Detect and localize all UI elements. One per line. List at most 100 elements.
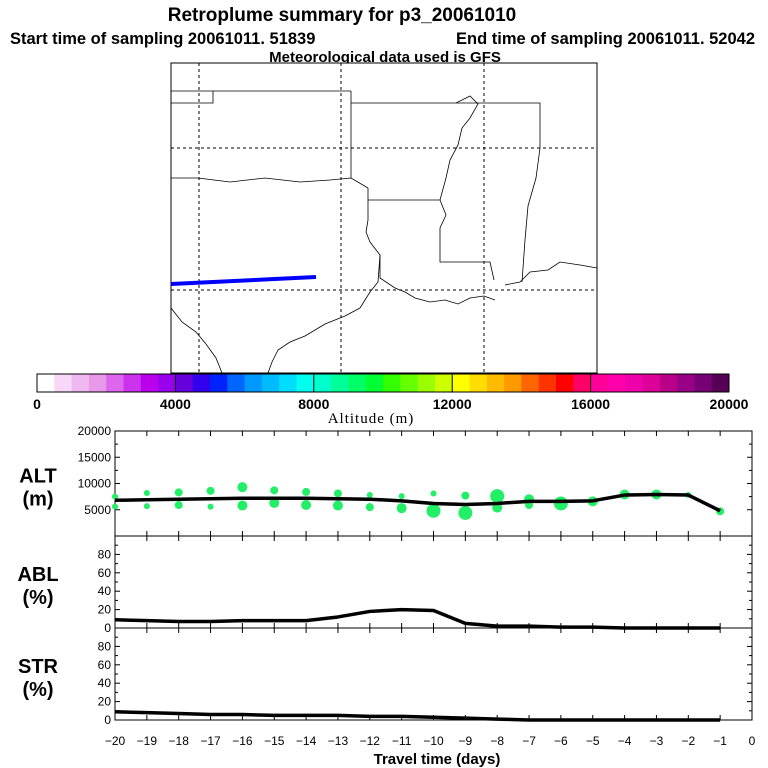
x-tick-label: −11 <box>392 734 412 748</box>
altitude-scatter-point <box>143 489 150 496</box>
altitude-scatter-point <box>270 486 279 495</box>
altitude-scatter-point <box>237 482 248 493</box>
colorbar-cell <box>227 374 246 392</box>
altitude-scatter-point <box>207 503 214 510</box>
colorbar-cell <box>54 374 73 392</box>
y-tick-label: 5000 <box>84 503 111 517</box>
x-tick-label: −17 <box>200 734 221 748</box>
x-tick-label: −20 <box>105 734 126 748</box>
altitude-scatter-point <box>396 503 407 514</box>
colorbar-cell <box>590 374 609 392</box>
x-tick-label: −16 <box>232 734 253 748</box>
y-tick-label: 80 <box>98 547 112 561</box>
altitude-scatter-point <box>112 503 118 510</box>
x-tick-label: 0 <box>749 734 756 748</box>
altitude-scatter-point <box>365 503 374 512</box>
colorbar-tick-label: 4000 <box>160 396 191 412</box>
colorbar-cell <box>469 374 488 392</box>
colorbar-cell <box>244 374 263 392</box>
colorbar-cell <box>521 374 540 392</box>
colorbar-cell <box>348 374 367 392</box>
x-tick-label: −18 <box>169 734 190 748</box>
panel-label: ABL <box>17 564 58 586</box>
x-tick-label: −9 <box>459 734 473 748</box>
figure-title: Retroplume summary for p3_20061010 <box>168 5 517 26</box>
altitude-scatter-point <box>269 497 280 508</box>
series-line-alt <box>114 492 721 513</box>
altitude-scatter-point <box>301 500 312 511</box>
altitude-colorbar: 0 4000 8000 12000 16000 20000 Altitude (m) <box>33 373 749 427</box>
altitude-scatter-point <box>237 500 248 511</box>
altitude-scatter-point <box>430 490 437 497</box>
x-tick-label: −3 <box>650 734 664 748</box>
altitude-scatter-point <box>302 487 311 496</box>
colorbar-cell <box>642 374 661 392</box>
x-tick-label: −19 <box>137 734 158 748</box>
colorbar-cells <box>37 374 730 392</box>
colorbar-ticks: 0 4000 8000 12000 16000 20000 <box>33 374 749 412</box>
altitude-scatter-point <box>333 489 342 498</box>
x-tick-label: −13 <box>328 734 349 748</box>
panel-abl: 0 20 40 60 80 ABL(%) <box>17 535 753 635</box>
panel-unit-label: (%) <box>22 587 53 609</box>
x-tick-label: −4 <box>618 734 632 748</box>
altitude-scatter-point <box>143 503 150 510</box>
panel-label: STR <box>18 656 59 678</box>
altitude-scatter-point <box>398 493 405 500</box>
y-tick-label: 15000 <box>78 450 112 464</box>
altitude-scatter-point <box>366 492 373 499</box>
panel-frame <box>114 535 753 629</box>
series-line-abl <box>114 607 721 630</box>
x-tick-label: −5 <box>586 734 600 748</box>
colorbar-cell <box>417 374 436 392</box>
trajectory-map <box>170 62 598 374</box>
colorbar-tick-label: 8000 <box>298 396 329 412</box>
y-tick-label: 20000 <box>78 424 112 438</box>
colorbar-cell <box>556 374 574 392</box>
colorbar-cell <box>711 374 730 392</box>
colorbar-cell <box>158 374 176 392</box>
altitude-scatter-point <box>174 501 183 510</box>
x-tick-label: −6 <box>554 734 568 748</box>
altitude-scatter-point <box>112 493 118 500</box>
panel-str: 0 20 40 60 80 STR(%) <box>18 627 753 727</box>
colorbar-cell <box>400 374 419 392</box>
y-tick-label: 60 <box>98 566 112 580</box>
altitude-scatter-point <box>206 486 215 495</box>
y-tick-label: 60 <box>98 658 112 672</box>
colorbar-cell <box>659 374 678 392</box>
colorbar-cell <box>694 374 713 392</box>
colorbar-cell <box>88 374 107 392</box>
map-graticule <box>171 63 597 373</box>
retroplume-trajectory <box>170 275 317 286</box>
x-tick-label: −10 <box>423 734 444 748</box>
colorbar-cell <box>296 374 315 392</box>
panel-unit-label: (%) <box>22 679 53 701</box>
colorbar-cell <box>313 374 332 392</box>
panel-label: ALT <box>19 466 56 488</box>
colorbar-tick-label: 0 <box>33 396 41 412</box>
colorbar-tick-label: 16000 <box>571 396 610 412</box>
colorbar-cell <box>210 374 228 392</box>
altitude-scatter-point <box>426 503 441 518</box>
panel-frame <box>114 430 753 537</box>
colorbar-cell <box>71 374 90 392</box>
time-series-panels: 5000100001500020000ALT(m)020406080ABL(%)… <box>17 424 755 748</box>
colorbar-cell <box>175 374 194 392</box>
x-tick-label: −8 <box>490 734 504 748</box>
colorbar-cell <box>677 374 695 392</box>
colorbar-label: Altitude (m) <box>328 411 415 427</box>
colorbar-cell <box>106 374 124 392</box>
colorbar-cell <box>261 374 280 392</box>
colorbar-cell <box>365 374 384 392</box>
x-tick-label: −14 <box>296 734 317 748</box>
x-tick-label: −1 <box>713 734 727 748</box>
colorbar-cell <box>434 374 453 392</box>
altitude-scatter-point <box>553 496 568 511</box>
altitude-scatter-point <box>461 491 470 500</box>
colorbar-cell <box>192 374 211 392</box>
end-time-label: End time of sampling 20061011. 52042 <box>456 30 755 48</box>
colorbar-cell <box>37 374 55 392</box>
y-tick-label: 40 <box>98 584 112 598</box>
